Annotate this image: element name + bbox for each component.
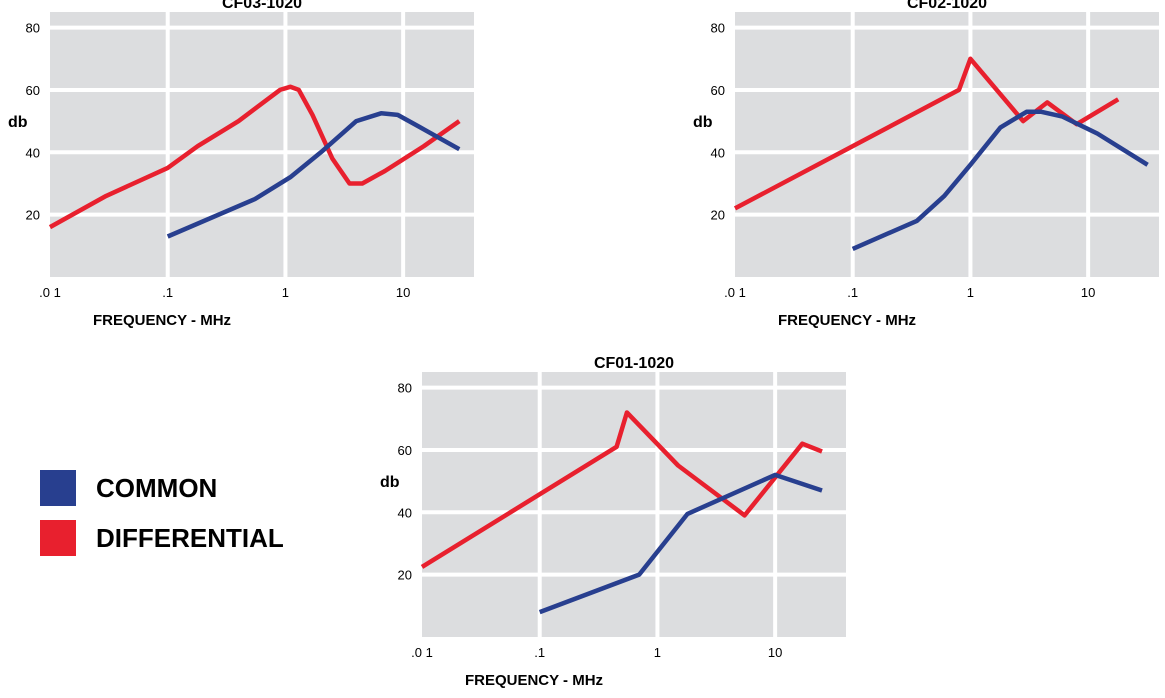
x-tick-labels: .0 1 .1 1 10 (724, 285, 1095, 300)
y-tick-label: 80 (26, 21, 40, 36)
y-tick-label: 80 (711, 21, 725, 36)
y-axis-label: db (693, 114, 713, 131)
chart-title: CF03-1020 (222, 0, 302, 12)
x-tick-label: 10 (768, 645, 782, 660)
legend-label-differential: DIFFERENTIAL (96, 523, 284, 553)
x-tick-label: 1 (654, 645, 661, 660)
y-tick-label: 20 (711, 208, 725, 223)
x-tick-labels: .0 1 .1 1 10 (39, 285, 410, 300)
series-lines (733, 56, 1149, 251)
legend-swatch-differential (40, 520, 76, 556)
x-tick-label: 10 (396, 285, 410, 300)
y-tick-label: 40 (26, 145, 40, 160)
y-tick-labels: 20 40 60 80 (711, 21, 725, 223)
y-tick-label: 20 (26, 208, 40, 223)
chart-title: CF01-1020 (594, 355, 674, 372)
y-tick-label: 40 (711, 145, 725, 160)
x-tick-label: .1 (847, 285, 858, 300)
series-line-common (538, 472, 823, 615)
chart-title: CF02-1020 (907, 0, 987, 12)
series-lines (420, 410, 823, 615)
x-tick-label: .0 1 (39, 285, 61, 300)
series-line-common (851, 109, 1149, 251)
grid-lines (735, 12, 1159, 277)
chart-cf02: 20 40 60 80 .0 1 .1 1 10 CF02-1020 db FREQUENC… (693, 0, 1159, 329)
x-tick-label: .1 (534, 645, 545, 660)
chart-cf03: 20 40 60 80 .0 1 .1 1 10 CF03-1020 db FREQUENC… (8, 0, 474, 329)
x-tick-label: 1 (282, 285, 289, 300)
x-tick-label: .0 1 (724, 285, 746, 300)
grid-lines (422, 372, 846, 637)
x-axis-label: FREQUENCY - MHz (93, 312, 231, 329)
series-line-common (166, 111, 461, 239)
y-axis-label: db (8, 114, 28, 131)
legend-label-common: COMMON (96, 473, 218, 503)
x-tick-labels: .0 1 .1 1 10 (411, 645, 782, 660)
y-tick-label: 60 (26, 83, 40, 98)
x-tick-label: .1 (162, 285, 173, 300)
x-tick-label: .0 1 (411, 645, 433, 660)
y-tick-labels: 20 40 60 80 (26, 21, 40, 223)
x-axis-label: FREQUENCY - MHz (465, 672, 603, 689)
x-tick-label: 10 (1081, 285, 1095, 300)
plot-background (422, 372, 846, 637)
y-tick-labels: 20 40 60 80 (398, 381, 412, 583)
series-line-differential (420, 410, 823, 569)
y-tick-label: 60 (398, 443, 412, 458)
y-tick-label: 80 (398, 381, 412, 396)
y-tick-label: 20 (398, 568, 412, 583)
y-axis-label: db (380, 474, 400, 491)
series-lines (48, 84, 461, 239)
y-tick-label: 40 (398, 505, 412, 520)
x-axis-label: FREQUENCY - MHz (778, 312, 916, 329)
y-tick-label: 60 (711, 83, 725, 98)
x-tick-label: 1 (967, 285, 974, 300)
series-line-differential (48, 84, 461, 230)
grid-lines (50, 12, 474, 277)
legend-swatch-common (40, 470, 76, 506)
